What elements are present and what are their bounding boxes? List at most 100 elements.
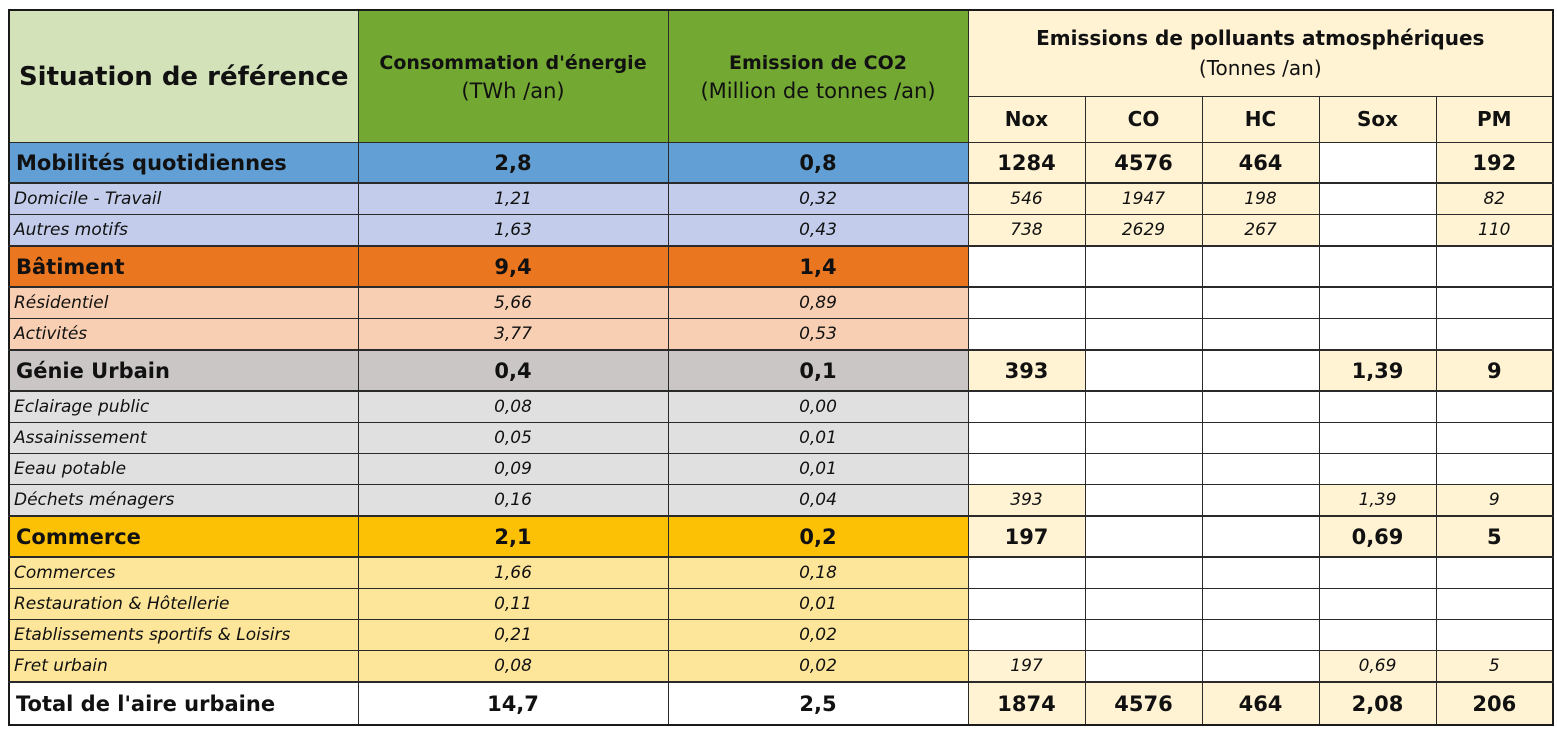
hc-value: 464 — [1201, 681, 1320, 726]
sox-value: 1,39 — [1318, 484, 1437, 517]
header-pollutants-unit: (Tonnes /an) — [1198, 56, 1322, 81]
hc-value: 198 — [1201, 182, 1320, 215]
nox-value: 546 — [967, 182, 1086, 215]
energy-value: 0,21 — [357, 619, 669, 651]
pm-value — [1435, 556, 1554, 589]
table-row: Etablissements sportifs & Loisirs 0,21 0,0… — [8, 619, 1554, 651]
table-header: Situation de référence Consommation d'én… — [8, 9, 1554, 144]
sox-value — [1318, 619, 1437, 651]
co-value: 4576 — [1084, 142, 1203, 184]
row-label: Etablissements sportifs & Loisirs — [8, 619, 359, 651]
energy-value: 0,16 — [357, 484, 669, 517]
sox-value — [1318, 286, 1437, 319]
co-value — [1084, 588, 1203, 620]
sox-value: 2,08 — [1318, 681, 1437, 726]
nox-value — [967, 619, 1086, 651]
table-row: Fret urbain 0,08 0,02 197 0,69 5 — [8, 650, 1554, 683]
co2-value: 0,04 — [667, 484, 969, 517]
pm-value: 9 — [1435, 349, 1554, 392]
hc-value — [1201, 484, 1320, 517]
co2-value: 2,5 — [667, 681, 969, 726]
row-label: Restauration & Hôtellerie — [8, 588, 359, 620]
nox-value: 738 — [967, 214, 1086, 247]
nox-value: 197 — [967, 650, 1086, 683]
co-value — [1084, 349, 1203, 392]
nox-value: 393 — [967, 349, 1086, 392]
row-label: Eeau potable — [8, 453, 359, 485]
header-co2-emission: Emission de CO2 (Million de tonnes /an) — [667, 9, 969, 143]
hc-value — [1201, 318, 1320, 351]
pm-value: 110 — [1435, 214, 1554, 247]
co-value — [1084, 453, 1203, 485]
table-row: Eeau potable 0,09 0,01 — [8, 453, 1554, 485]
pm-value — [1435, 619, 1554, 651]
table-body: Mobilités quotidiennes 2,8 0,8 1284 4576 464 1… — [8, 142, 1554, 726]
co2-value: 0,01 — [667, 453, 969, 485]
hc-value — [1201, 619, 1320, 651]
header-hc: HC — [1201, 95, 1320, 144]
co2-value: 0,32 — [667, 182, 969, 215]
co2-value: 0,01 — [667, 588, 969, 620]
header-pollutants-title: Emissions de polluants atmosphériques — [1036, 26, 1485, 51]
table-row: Eclairage public 0,08 0,00 — [8, 390, 1554, 423]
energy-value: 0,4 — [357, 349, 669, 392]
row-label: Résidentiel — [8, 286, 359, 319]
nox-value — [967, 556, 1086, 589]
nox-value — [967, 422, 1086, 454]
row-label: Eclairage public — [8, 390, 359, 423]
row-label: Bâtiment — [8, 245, 359, 288]
hc-value — [1201, 650, 1320, 683]
sox-value: 0,69 — [1318, 650, 1437, 683]
nox-value: 197 — [967, 515, 1086, 558]
header-pm: PM — [1435, 95, 1554, 144]
hc-value — [1201, 349, 1320, 392]
header-energy-title: Consommation d'énergie — [379, 51, 647, 74]
energy-value: 1,21 — [357, 182, 669, 215]
category-row: Génie Urbain 0,4 0,1 393 1,39 9 — [8, 349, 1554, 392]
table-row: Commerces 1,66 0,18 — [8, 556, 1554, 589]
energy-value: 0,09 — [357, 453, 669, 485]
category-row: Commerce 2,1 0,2 197 0,69 5 — [8, 515, 1554, 558]
nox-value — [967, 453, 1086, 485]
co-value — [1084, 484, 1203, 517]
co2-value: 0,01 — [667, 422, 969, 454]
nox-value: 393 — [967, 484, 1086, 517]
co-value — [1084, 390, 1203, 423]
energy-value: 2,8 — [357, 142, 669, 184]
co2-value: 0,89 — [667, 286, 969, 319]
header-sox: Sox — [1318, 95, 1437, 144]
energy-value: 3,77 — [357, 318, 669, 351]
sox-value — [1318, 214, 1437, 247]
table-row: Résidentiel 5,66 0,89 — [8, 286, 1554, 319]
sox-value — [1318, 318, 1437, 351]
hc-value — [1201, 515, 1320, 558]
sox-value — [1318, 390, 1437, 423]
energy-value: 9,4 — [357, 245, 669, 288]
hc-value — [1201, 245, 1320, 288]
pm-value: 82 — [1435, 182, 1554, 215]
row-label: Activités — [8, 318, 359, 351]
pm-value — [1435, 286, 1554, 319]
pm-value: 5 — [1435, 650, 1554, 683]
nox-value: 1284 — [967, 142, 1086, 184]
row-label: Déchets ménagers — [8, 484, 359, 517]
co-value: 1947 — [1084, 182, 1203, 215]
row-label: Domicile - Travail — [8, 182, 359, 215]
co-value — [1084, 556, 1203, 589]
header-co2-title: Emission de CO2 — [728, 51, 908, 74]
pm-value — [1435, 318, 1554, 351]
total-row: Total de l'aire urbaine 14,7 2,5 1874 4576 46… — [8, 681, 1554, 726]
row-label: Autres motifs — [8, 214, 359, 247]
energy-value: 0,11 — [357, 588, 669, 620]
hc-value — [1201, 286, 1320, 319]
co-value — [1084, 318, 1203, 351]
sox-value — [1318, 245, 1437, 288]
co2-value: 0,8 — [667, 142, 969, 184]
sox-value — [1318, 588, 1437, 620]
co2-value: 0,00 — [667, 390, 969, 423]
pm-value — [1435, 422, 1554, 454]
header-co2-unit: (Million de tonnes /an) — [700, 78, 936, 103]
table-row: Activités 3,77 0,53 — [8, 318, 1554, 351]
row-label: Mobilités quotidiennes — [8, 142, 359, 184]
nox-value — [967, 245, 1086, 288]
